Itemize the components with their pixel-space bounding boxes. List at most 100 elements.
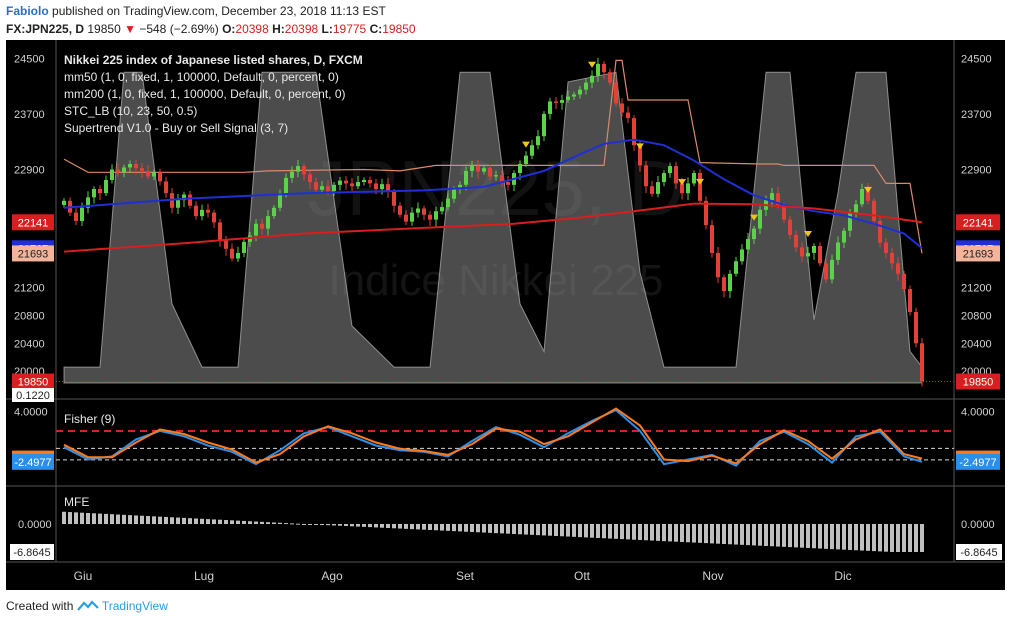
candle — [662, 170, 666, 187]
price-badge-left: 19850 — [12, 373, 54, 390]
candle — [278, 189, 282, 212]
mfe-bar — [230, 520, 234, 524]
mfe-bar — [866, 524, 870, 551]
candle-body — [734, 261, 738, 274]
mfe-bar — [314, 524, 318, 525]
mfe-min-badge-right — [956, 544, 1002, 560]
author-link[interactable]: Fabiolo — [6, 4, 49, 18]
candle-body — [218, 222, 222, 241]
candle — [788, 215, 792, 240]
mfe-bar — [596, 524, 600, 538]
legend-line: Supertrend V1.0 - Buy or Sell Signal (3,… — [64, 121, 288, 135]
y-tick-left: 23700 — [14, 109, 45, 121]
candle-body — [860, 189, 864, 205]
mfe-bar — [416, 524, 420, 530]
mfe-bar — [566, 524, 570, 537]
mfe-bar — [914, 524, 918, 552]
mfe-bar — [716, 524, 720, 544]
candle-body — [440, 207, 444, 212]
buy-signal-marker — [588, 61, 596, 68]
candle-body — [800, 247, 804, 257]
mfe-bar — [776, 524, 780, 547]
candle-body — [386, 184, 390, 192]
mfe-bar — [224, 520, 228, 524]
candle-body — [488, 168, 492, 177]
candle-body — [290, 171, 294, 178]
candle — [404, 210, 408, 226]
candle-body — [590, 75, 594, 83]
mfe-bar — [842, 524, 846, 550]
candle-body — [710, 225, 714, 253]
high-label: H: — [272, 22, 285, 36]
mfe-bar — [182, 517, 186, 524]
candle — [686, 177, 690, 201]
fisher-series-trigger — [63, 407, 923, 465]
mfe-bar — [626, 524, 630, 540]
candle-body — [794, 234, 798, 248]
mfe-bar — [818, 524, 822, 549]
candle-body — [458, 184, 462, 190]
footer: Created with TradingView — [6, 599, 168, 613]
candle — [602, 61, 606, 80]
mfe-bar — [380, 524, 384, 528]
mfe-bar — [512, 524, 516, 534]
mfe-tick-right: 0.0000 — [961, 519, 995, 531]
mfe-bar — [92, 513, 96, 524]
chart-area[interactable]: JPN225, DIndice Nikkei 225 Nikkei 225 in… — [6, 40, 1005, 590]
badge-bg — [956, 214, 1000, 231]
candle-body — [272, 207, 276, 217]
mfe-min-badge-left — [10, 544, 54, 560]
supertrend-line — [63, 59, 923, 254]
mfe-bar — [368, 524, 372, 528]
candle — [716, 246, 720, 283]
candle-body — [122, 167, 126, 173]
mfe-bar — [680, 524, 684, 542]
y-tick-right: 20400 — [961, 338, 992, 350]
mfe-bar — [848, 524, 852, 550]
badge-bg — [12, 214, 54, 231]
mfe-bar — [704, 524, 708, 544]
mfe-bar — [188, 518, 192, 524]
candle — [536, 130, 540, 150]
candle — [806, 246, 810, 263]
tradingview-brand-link[interactable]: TradingView — [101, 599, 168, 613]
candle — [776, 187, 780, 209]
candle-body — [566, 96, 570, 101]
mfe-bar — [248, 521, 252, 524]
candle-body — [560, 100, 564, 103]
badge-bg — [956, 453, 1000, 470]
mfe-bar — [836, 524, 840, 550]
candle — [620, 98, 624, 117]
candle — [152, 169, 156, 180]
candle-body — [362, 179, 366, 183]
price-badge-right: 19850 — [956, 373, 1000, 390]
mfe-bar — [164, 516, 168, 524]
candle — [122, 164, 126, 178]
mfe-bar — [74, 512, 78, 524]
candle-body — [416, 208, 420, 213]
mfe-bar — [812, 524, 816, 549]
mfe-bar — [770, 524, 774, 547]
candle — [146, 164, 150, 180]
candle-body — [206, 209, 210, 213]
candle-body — [464, 170, 468, 185]
candle — [386, 178, 390, 199]
price-badge-right: 21693 — [956, 245, 1000, 262]
mfe-bar — [134, 515, 138, 524]
candle — [368, 176, 372, 188]
candle-body — [740, 249, 744, 262]
mfe-bar — [578, 524, 582, 538]
mfe-bar — [266, 522, 270, 524]
mfe-bar — [122, 514, 126, 524]
mfe-bar — [452, 524, 456, 532]
candle — [416, 202, 420, 218]
y-tick-left: 20800 — [14, 310, 45, 322]
last-price: 19850 — [87, 22, 121, 36]
candle — [242, 239, 246, 258]
y-tick-left: 20400 — [14, 338, 45, 350]
chart-svg[interactable]: JPN225, DIndice Nikkei 225 Nikkei 225 in… — [6, 40, 1005, 590]
candle — [824, 258, 828, 283]
candle-body — [476, 166, 480, 172]
candle-body — [296, 166, 300, 172]
sell-signal-marker — [636, 143, 644, 150]
